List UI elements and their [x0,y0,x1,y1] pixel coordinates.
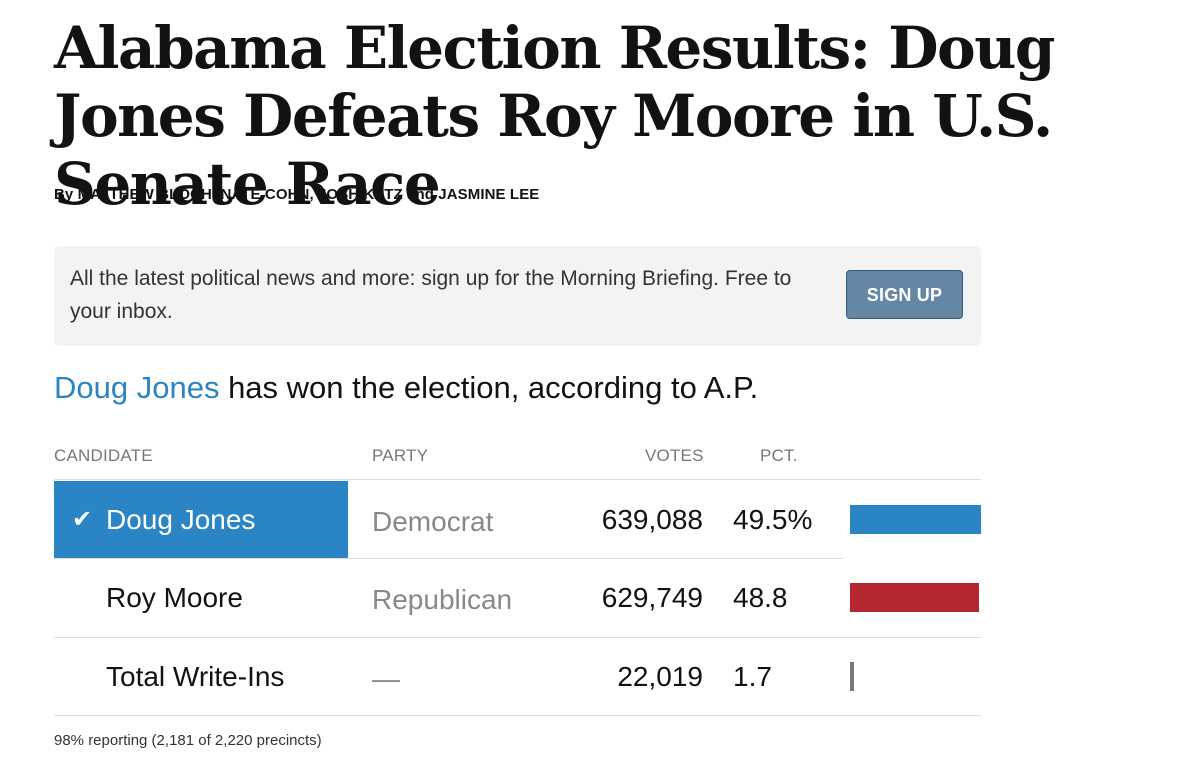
table-divider [54,558,843,559]
table-row: Total Write-Ins — 22,019 1.7 [54,638,981,716]
headline: Alabama Election Results: Doug Jones Def… [54,14,1055,218]
candidate-votes: 629,749 [601,582,703,613]
vote-share-bar [850,583,979,612]
bar-divider [843,479,981,480]
vote-share-bar [850,662,854,691]
sign-up-button[interactable]: SIGN UP [846,270,963,319]
bar-divider [843,637,981,638]
column-header-party: PARTY [372,446,429,465]
column-header-pct: PCT. [760,446,798,465]
winner-name-link[interactable]: Doug Jones [54,370,220,405]
table-divider [54,479,843,480]
candidate-name: Doug Jones [106,504,256,535]
candidate-pct: 49.5% [733,504,813,535]
candidate-party: Democrat [372,506,494,537]
newsletter-promo: All the latest political news and more: … [54,246,981,346]
column-header-candidate: CANDIDATE [54,446,153,465]
winner-announcement-text: has won the election, according to A.P. [219,370,759,405]
bar-divider [843,715,981,716]
candidate-name: Roy Moore [106,582,243,613]
check-icon: ✔ [72,506,93,533]
candidate-votes: 22,019 [617,661,703,692]
candidate-name: Total Write-Ins [106,661,285,692]
candidate-party: Republican [372,584,513,615]
table-row: Roy Moore Republican 629,749 48.8 [54,559,981,637]
candidate-pct: 48.8 [733,582,788,613]
candidate-votes: 639,088 [601,504,703,535]
table-row: ✔ Doug Jones Democrat 639,088 49.5% [54,481,981,559]
candidate-pct: 1.7 [733,661,772,692]
promo-text: All the latest political news and more: … [70,267,792,323]
winner-highlight: ✔ Doug Jones [54,481,348,559]
winner-announcement: Doug Jones has won the election, accordi… [54,370,758,406]
column-header-votes: VOTES [645,446,704,465]
vote-share-bar [850,505,981,534]
table-divider [54,715,843,716]
candidate-party: — [372,663,400,694]
byline: By MATTHEW BLOCH, NATE COHN, JOSH KATZ a… [54,186,540,203]
table-divider [54,637,843,638]
reporting-status: 98% reporting (2,181 of 2,220 precincts) [54,732,322,749]
